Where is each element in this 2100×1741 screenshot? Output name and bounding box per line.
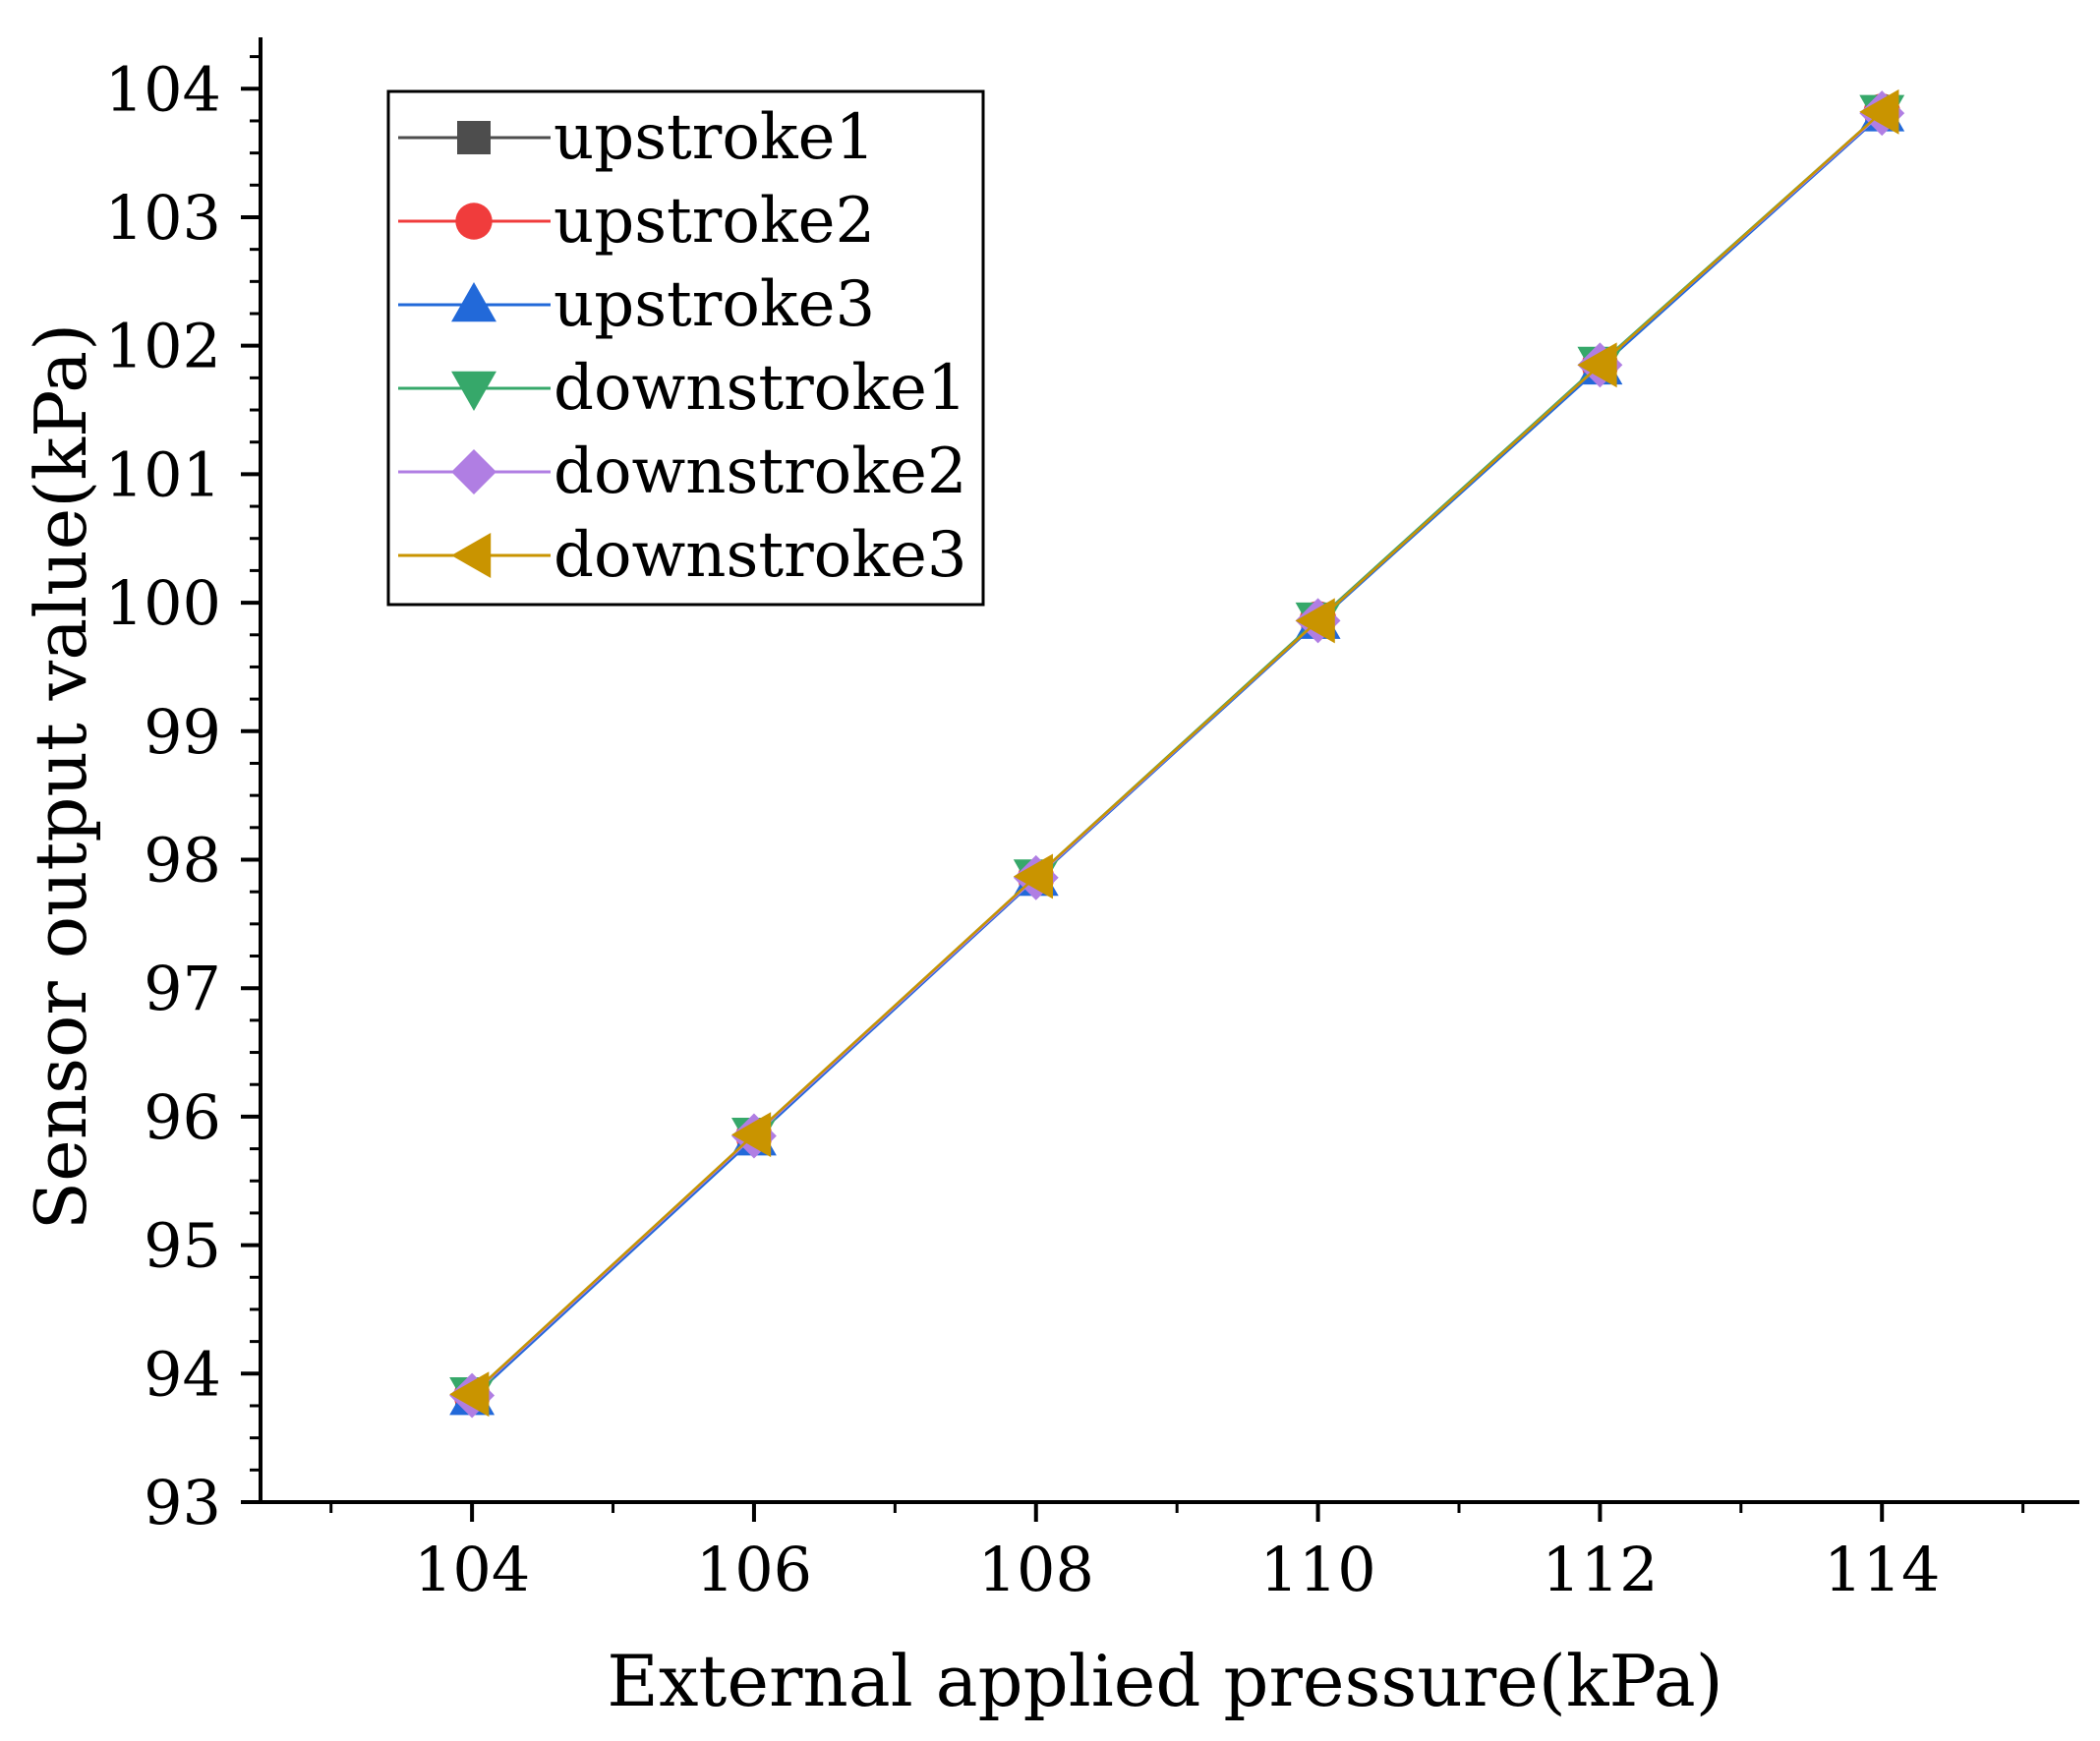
data-point xyxy=(730,1112,772,1158)
x-tick-label: 104 xyxy=(414,1534,530,1605)
legend-marker xyxy=(451,533,492,578)
y-tick-label: 99 xyxy=(144,696,221,768)
legend-marker xyxy=(455,203,493,240)
legend-item: downstroke3 xyxy=(398,519,967,592)
data-point xyxy=(1859,88,1899,135)
legend-item: upstroke2 xyxy=(398,185,875,258)
y-tick-label: 97 xyxy=(144,953,221,1024)
axes: 104 106 108 110 112 114 93 94 95 96 97 98 99 100 101 10… xyxy=(105,37,2079,1605)
y-tick-label: 104 xyxy=(105,53,221,125)
y-tick-label: 98 xyxy=(144,824,221,896)
data-point xyxy=(1577,342,1617,388)
data-point xyxy=(449,1371,490,1418)
legend-marker xyxy=(451,371,496,411)
series-downstroke3 xyxy=(449,88,1899,1418)
legend-item: downstroke1 xyxy=(398,352,967,425)
y-axis-title: Sensor output value(kPa) xyxy=(20,323,102,1230)
y-tick-label: 94 xyxy=(144,1338,221,1410)
legend-label: downstroke1 xyxy=(554,352,967,425)
y-tick-label: 101 xyxy=(105,438,221,510)
x-tick-label: 106 xyxy=(696,1534,812,1605)
x-tick-label: 108 xyxy=(978,1534,1094,1605)
y-tick-label: 100 xyxy=(105,567,221,639)
legend-item: upstroke1 xyxy=(398,101,875,174)
y-tick-label: 102 xyxy=(105,311,221,382)
x-axis-title: External applied pressure(kPa) xyxy=(607,1640,1722,1722)
legend-item: upstroke3 xyxy=(398,268,875,341)
legend: upstroke1 upstroke2 upstroke3 downstroke1 do… xyxy=(386,89,985,607)
legend-marker xyxy=(451,282,496,322)
legend-label: upstroke2 xyxy=(554,185,875,258)
y-tick-label: 93 xyxy=(144,1467,221,1538)
plot-area xyxy=(449,88,1905,1419)
legend-marker xyxy=(451,449,496,494)
data-point xyxy=(1013,853,1053,900)
legend-label: downstroke2 xyxy=(554,435,967,508)
y-tick-label: 95 xyxy=(144,1210,221,1282)
x-tick-label: 114 xyxy=(1824,1534,1940,1605)
series-line xyxy=(471,110,1884,1396)
legend-label: downstroke3 xyxy=(554,519,967,592)
x-tick-label: 110 xyxy=(1259,1534,1375,1605)
legend-label: upstroke3 xyxy=(554,268,875,341)
x-tick-label: 112 xyxy=(1542,1534,1658,1605)
data-point xyxy=(1295,598,1335,644)
legend-box xyxy=(386,89,985,607)
y-tick-label: 96 xyxy=(144,1081,221,1153)
y-tick-label: 103 xyxy=(105,182,221,254)
legend-marker xyxy=(457,121,491,154)
legend-label: upstroke1 xyxy=(554,101,875,174)
legend-item: downstroke2 xyxy=(398,435,967,508)
